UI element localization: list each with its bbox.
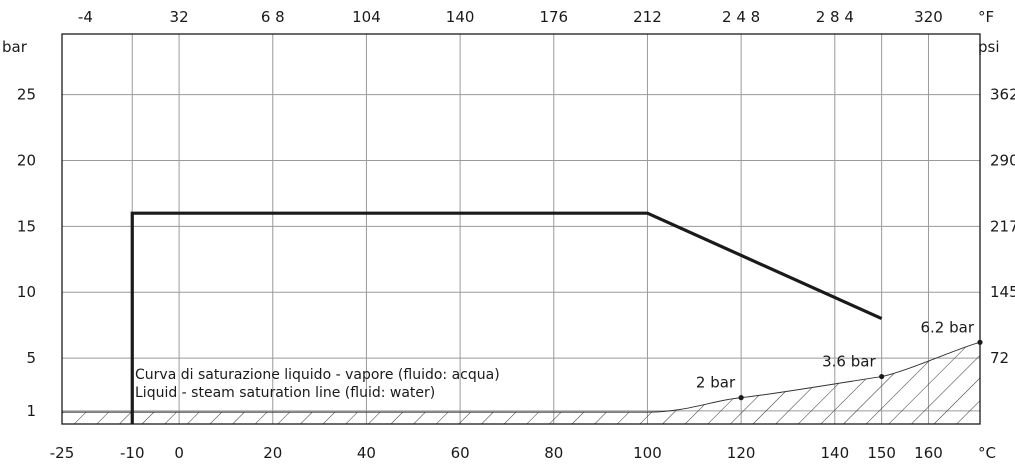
- y-tick-bar: 1: [26, 402, 36, 420]
- saturation-marker: [738, 395, 744, 401]
- x-tick-fahrenheit: 32: [170, 8, 189, 26]
- y-tick-psi: 72: [990, 349, 1009, 367]
- x-tick-fahrenheit: 6 8: [261, 8, 285, 26]
- x-tick-fahrenheit: 176: [539, 8, 568, 26]
- hatch-fill: [62, 342, 980, 424]
- x-tick-celsius: 150: [867, 444, 896, 462]
- x-axis-bottom-unit: °C: [978, 444, 996, 462]
- y-tick-bar: 10: [17, 283, 36, 301]
- x-tick-celsius: 160: [914, 444, 943, 462]
- y-tick-psi: 362: [990, 86, 1015, 104]
- x-tick-fahrenheit: 2 4 8: [722, 8, 760, 26]
- y-tick-bar: 25: [17, 86, 36, 104]
- x-tick-celsius: -10: [120, 444, 145, 462]
- saturation-curve: [62, 341, 981, 413]
- saturation-caption-en: Liquid - steam saturation line (fluid: w…: [135, 385, 435, 401]
- x-tick-celsius: 120: [727, 444, 756, 462]
- saturation-caption-it: Curva di saturazione liquido - vapore (f…: [135, 367, 500, 383]
- y-tick-psi: 290: [990, 151, 1015, 169]
- saturation-marker: [879, 373, 885, 380]
- grid-lines: [62, 34, 980, 424]
- x-tick-celsius: 40: [357, 444, 376, 462]
- x-tick-celsius: 100: [633, 444, 662, 462]
- plot-frame: [61, 33, 981, 425]
- x-tick-fahrenheit: -4: [78, 8, 93, 26]
- x-tick-celsius: 60: [451, 444, 470, 462]
- series-layer: [130, 211, 883, 424]
- x-tick-fahrenheit: 320: [914, 8, 943, 26]
- x-tick-celsius: 20: [263, 444, 282, 462]
- x-tick-celsius: 0: [174, 444, 184, 462]
- saturation-hatched-area: [62, 341, 981, 424]
- saturation-markers: 2 bar 3.6 bar 6.2 bar: [696, 318, 983, 401]
- saturation-marker-label: 3.6 bar: [822, 353, 876, 371]
- x-tick-fahrenheit: 212: [633, 8, 662, 26]
- saturation-marker-label: 2 bar: [696, 374, 736, 392]
- saturation-marker-label: 6.2 bar: [920, 318, 974, 336]
- y-tick-bar: 20: [17, 151, 36, 169]
- y-axis-right-unit: psi: [978, 38, 1000, 56]
- saturation-marker: [977, 339, 983, 345]
- y-tick-psi: 145: [990, 283, 1015, 301]
- x-tick-celsius: 140: [820, 444, 849, 462]
- x-tick-celsius: -25: [50, 444, 75, 462]
- x-tick-fahrenheit: 2 8 4: [816, 8, 854, 26]
- y-tick-psi: 217: [990, 217, 1015, 235]
- x-tick-fahrenheit: 104: [352, 8, 381, 26]
- y-tick-bar: 5: [26, 349, 36, 367]
- x-axis-top-unit: °F: [978, 8, 994, 26]
- y-axis-left-unit: bar: [2, 38, 28, 56]
- tick-labels: -25 -10 0 20 40 60 80 100 120 140 150 1601510152025…: [17, 8, 1015, 462]
- y-tick-bar: 15: [17, 217, 36, 235]
- pressure-limit-line: [130, 211, 883, 424]
- x-tick-fahrenheit: 140: [446, 8, 475, 26]
- x-tick-celsius: 80: [544, 444, 563, 462]
